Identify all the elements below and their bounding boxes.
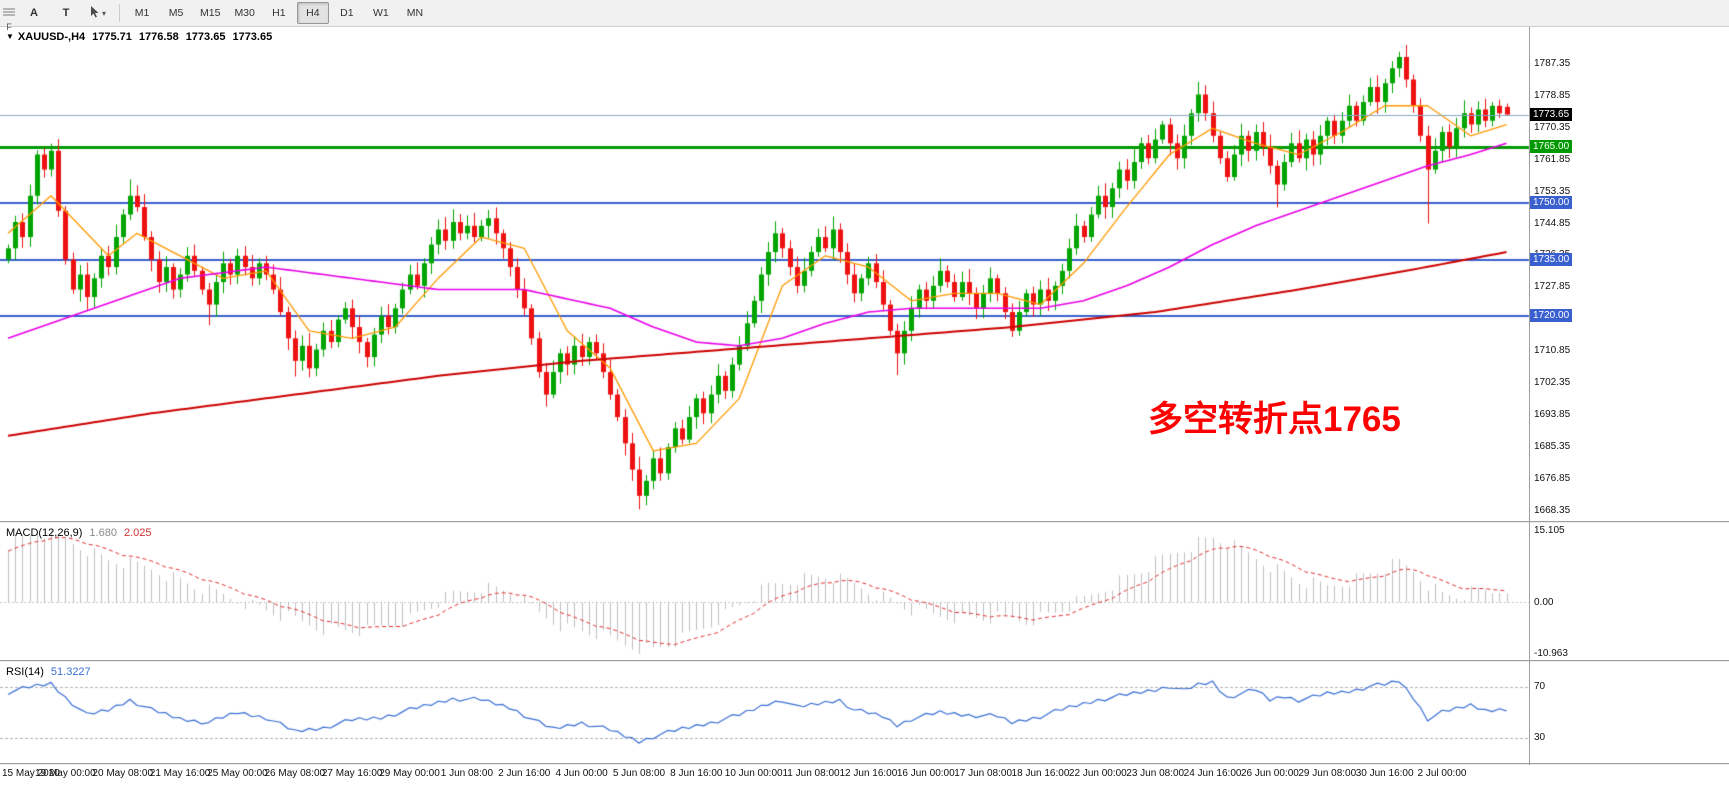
chart-header: ▼ XAUUSD-,H4 1775.71 1776.58 1773.65 1773.65 [6,31,272,43]
macd-main-value: 1.680 [89,527,117,539]
time-axis-label: 1 Jun 08:00 [440,768,494,779]
timeframe-button-m1[interactable]: M1 [134,7,150,19]
arrow-cursor-icon [90,5,100,21]
time-axis-label: 26 Jun 00:00 [1240,768,1299,779]
timeframe-group: M1 M5 M15 M30 H1 H4 D1 W1 MN [125,2,432,24]
time-axis-label: 20 May 08:00 [92,768,154,779]
macd-label: MACD(12,26,9) 1.680 2.025 [6,527,151,539]
price-axis-tick: 1770.35 [1534,121,1571,133]
collapse-icon[interactable]: ▼ [6,32,14,41]
rsi-name: RSI(14) [6,666,44,678]
macd-scale-label: -10.963 [1534,648,1568,659]
toolbar-grip-icon[interactable] [3,3,15,21]
price-line-badge: 1765.00 [1530,140,1573,154]
time-axis-label: 12 Jun 16:00 [839,768,898,779]
time-axis-label: 15 May 2020 [2,768,60,779]
timeframe-button-h1[interactable]: H1 [272,7,286,19]
timeframe-button-m30[interactable]: M30 [234,7,255,19]
time-axis-label: 5 Jun 08:00 [612,768,666,779]
tool-button-a[interactable]: A [30,7,38,19]
price-axis-tick: 1787.35 [1534,58,1571,70]
text-annotation[interactable]: 多空转折点1765 [1148,400,1401,439]
time-axis-label: 4 Jun 00:00 [555,768,608,779]
rsi-value: 51.3227 [50,666,91,678]
timeframe-button-m15[interactable]: M15 [200,7,221,19]
price-line-badge: 1720.00 [1530,308,1573,322]
price-axis-tick: 1744.85 [1534,217,1571,229]
symbol-period-label: XAUUSD-,H4 [17,31,86,43]
macd-scale-label: 0.00 [1534,597,1554,609]
rsi-level-label: 30 [1534,731,1546,743]
time-axis-label: 10 Jun 00:00 [724,768,783,779]
timeframe-button-m5[interactable]: M5 [168,7,184,19]
price-scale[interactable]: 1787.35 1778.85 1770.35 1761.85 1753.35 1744.… [1529,0,1729,791]
time-axis-label: 16 Jun 00:00 [896,768,955,779]
price-axis-tick: 1710.85 [1534,345,1571,357]
timeframe-button-d1[interactable]: D1 [340,7,354,19]
tool-button-t[interactable]: T [62,7,70,19]
time-axis-label: 18 Jun 16:00 [1011,768,1070,779]
time-axis-label: 25 May 00:00 [207,768,268,779]
time-axis-label: 24 Jun 16:00 [1183,768,1242,779]
quote-close: 1773.65 [232,31,273,43]
cursor-tool-button[interactable]: ▾ [83,2,113,24]
toolbar-dock: F [0,0,18,32]
price-axis-tick: 1668.35 [1534,504,1571,516]
time-axis-label: 27 May 16:00 [321,768,383,779]
macd-name: MACD(12,26,9) [6,527,83,539]
time-axis-label: 30 Jun 16:00 [1355,768,1414,779]
time-axis-label: 29 May 00:00 [379,768,440,779]
docked-toolbar-label: F [6,22,12,32]
current-price-badge: 1773.65 [1530,107,1573,121]
panel-separator[interactable] [0,660,1729,662]
rsi-label: RSI(14) 51.3227 [6,666,91,678]
time-scale[interactable]: 15 May 2020 19 May 00:00 20 May 08:00 21 Ma… [0,765,1729,791]
macd-signal-value: 2.025 [123,527,152,539]
toolbar-separator [119,4,120,22]
price-chart-canvas[interactable] [0,27,1729,521]
rsi-panel-canvas[interactable] [0,662,1729,763]
price-axis-tick: 1702.35 [1534,377,1571,389]
quote-high: 1776.58 [138,31,179,43]
rsi-level-label: 70 [1534,681,1546,693]
timeframe-button-h4[interactable]: H4 [296,2,329,24]
chevron-down-icon: ▾ [101,8,106,18]
time-axis-label: 11 Jun 08:00 [782,768,840,779]
time-axis-label: 19 May 00:00 [35,768,96,779]
price-axis-tick: 1693.85 [1534,408,1571,420]
price-scale-separator [1529,27,1530,791]
time-axis-label: 2 Jul 00:00 [1417,768,1467,779]
price-axis-tick: 1685.35 [1534,440,1571,452]
price-line-badge: 1750.00 [1530,196,1573,210]
price-line-badge: 1735.00 [1530,252,1573,266]
panel-separator[interactable] [0,763,1729,765]
time-axis-label: 23 Jun 08:00 [1126,768,1185,779]
time-axis-label: 26 May 08:00 [264,768,326,779]
quote-low: 1773.65 [185,31,226,43]
macd-panel-canvas[interactable] [0,523,1729,660]
price-axis-tick: 1753.35 [1534,185,1571,197]
quote-open: 1775.71 [92,31,132,43]
price-axis-tick: 1676.85 [1534,472,1571,484]
timeframe-button-mn[interactable]: MN [406,7,424,19]
price-axis-tick: 1727.85 [1534,281,1571,293]
time-axis-label: 2 Jun 16:00 [498,768,551,779]
time-axis-label: 22 Jun 00:00 [1068,768,1127,779]
time-axis-label: 17 Jun 08:00 [954,768,1013,779]
price-axis-tick: 1761.85 [1534,153,1571,165]
price-axis-tick: 1778.85 [1534,90,1571,102]
time-axis-label: 29 Jun 08:00 [1298,768,1357,779]
panel-separator[interactable] [0,521,1729,523]
macd-scale-label: 15.105 [1534,525,1565,536]
time-axis-label: 8 Jun 16:00 [670,768,723,779]
time-axis-label: 21 May 16:00 [149,768,211,779]
timeframe-button-w1[interactable]: W1 [373,7,389,19]
